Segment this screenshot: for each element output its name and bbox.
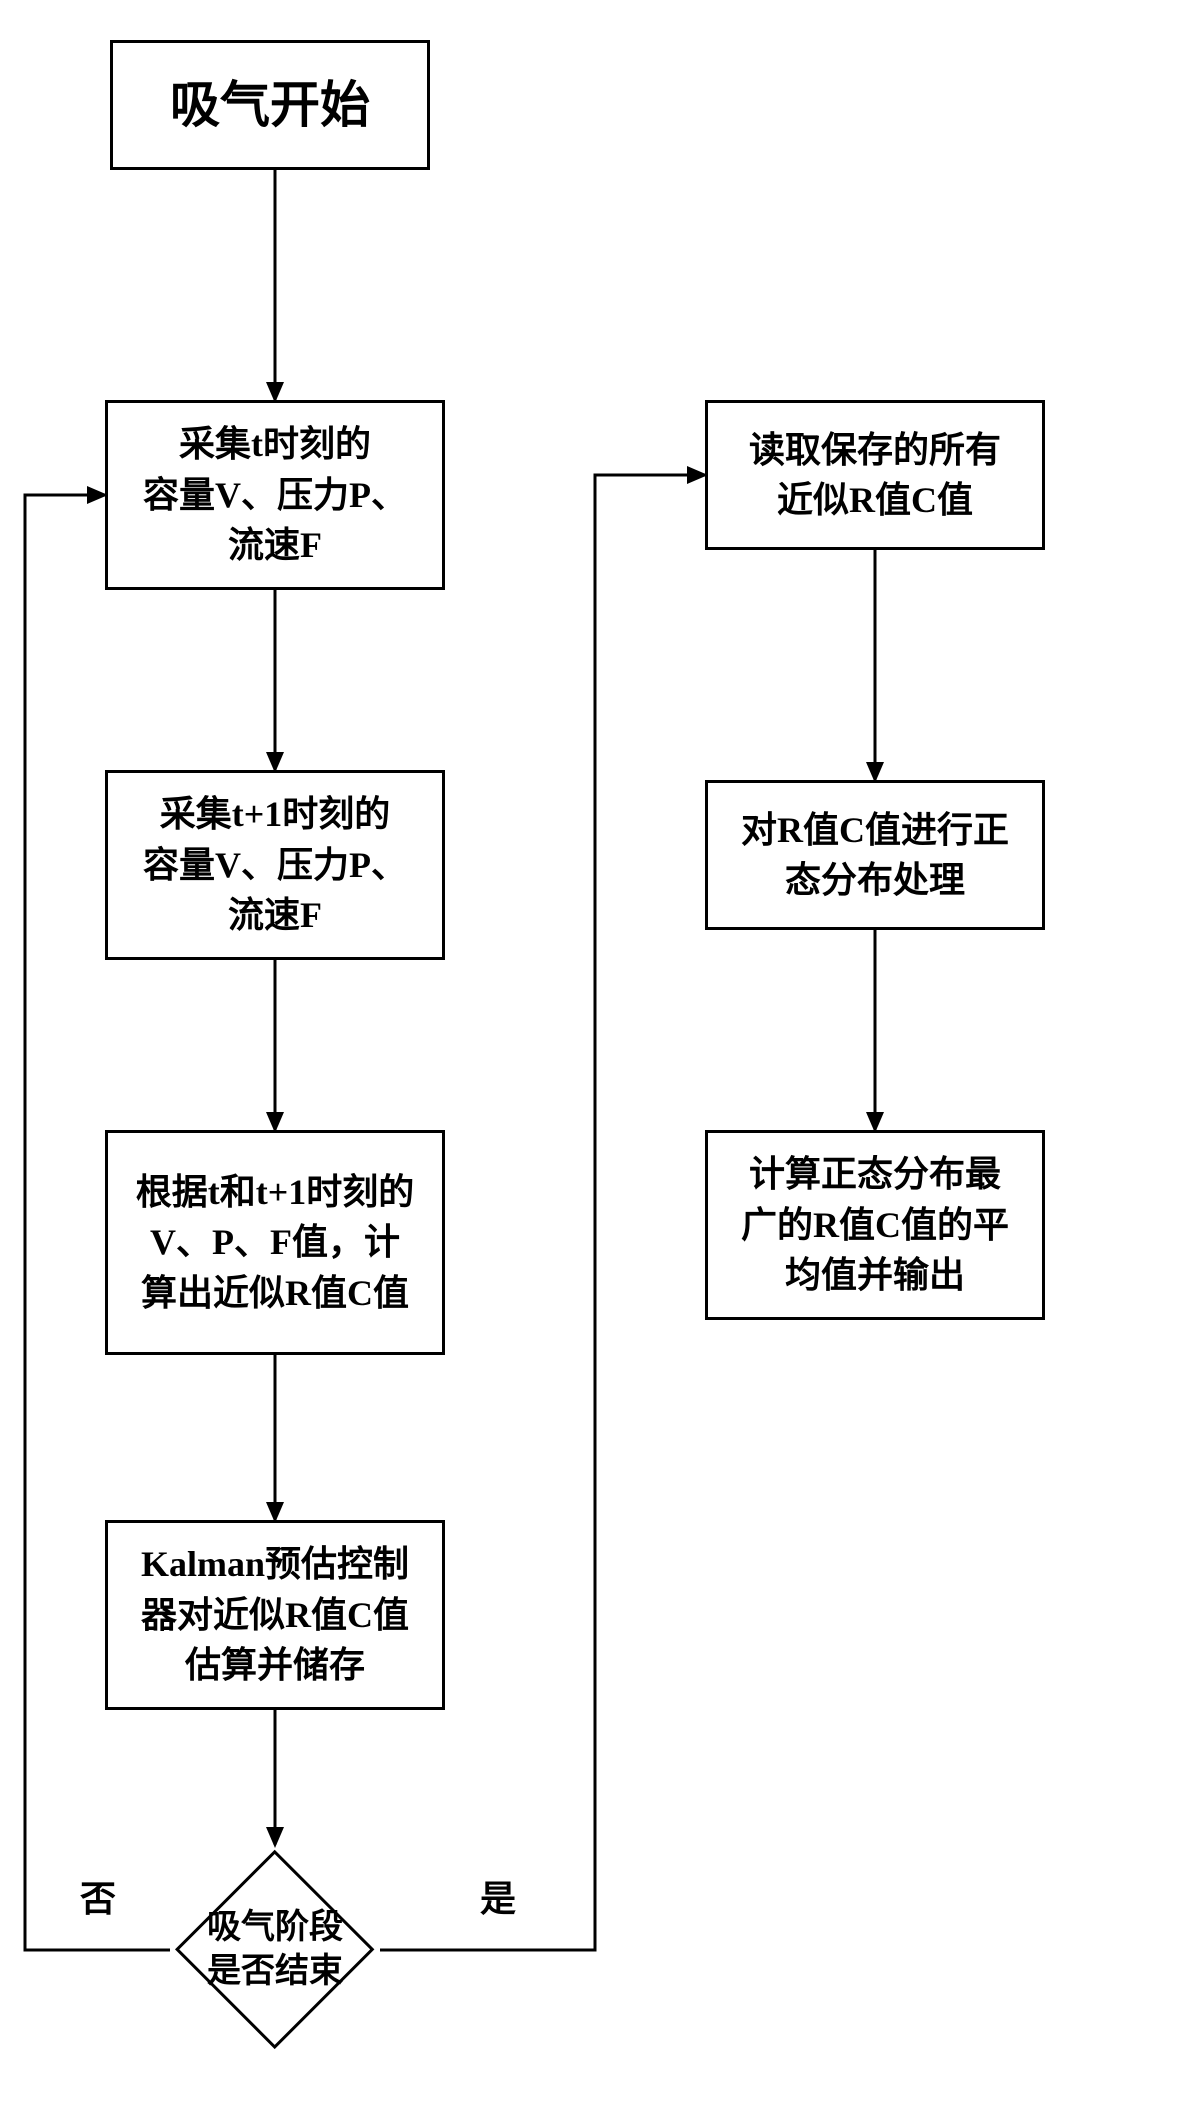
flow-node-calc-rc-text: 根据t和t+1时刻的V、P、F值，计算出近似R值C值 [136,1167,415,1318]
flow-node-collect-t1-text: 采集t+1时刻的容量V、压力P、流速F [143,789,407,940]
flow-node-normal-dist-text: 对R值C值进行正态分布处理 [741,805,1009,906]
flow-node-normal-dist: 对R值C值进行正态分布处理 [705,780,1045,930]
flow-node-read-rc: 读取保存的所有近似R值C值 [705,400,1045,550]
flow-node-decision: 吸气阶段是否结束 [204,1879,345,2020]
flow-node-collect-t-text: 采集t时刻的容量V、压力P、流速F [143,419,407,570]
edge-label-yes: 是 [480,1870,516,1922]
flow-node-start-text: 吸气开始 [170,70,370,140]
flow-node-output: 计算正态分布最广的R值C值的平均值并输出 [705,1130,1045,1320]
flow-node-read-rc-text: 读取保存的所有近似R值C值 [749,425,1001,526]
flow-node-kalman: Kalman预估控制器对近似R值C值估算并储存 [105,1520,445,1710]
flow-node-start: 吸气开始 [110,40,430,170]
edge-label-no: 否 [80,1870,116,1922]
flow-node-calc-rc: 根据t和t+1时刻的V、P、F值，计算出近似R值C值 [105,1130,445,1355]
flow-node-kalman-text: Kalman预估控制器对近似R值C值估算并储存 [141,1539,409,1690]
flow-node-decision-text: 吸气阶段是否结束 [207,1906,343,1994]
flow-node-collect-t: 采集t时刻的容量V、压力P、流速F [105,400,445,590]
flow-arrows [0,0,1179,2108]
flow-node-decision-label: 吸气阶段是否结束 [169,1879,381,2020]
flow-node-output-text: 计算正态分布最广的R值C值的平均值并输出 [741,1149,1009,1300]
flow-node-collect-t1: 采集t+1时刻的容量V、压力P、流速F [105,770,445,960]
